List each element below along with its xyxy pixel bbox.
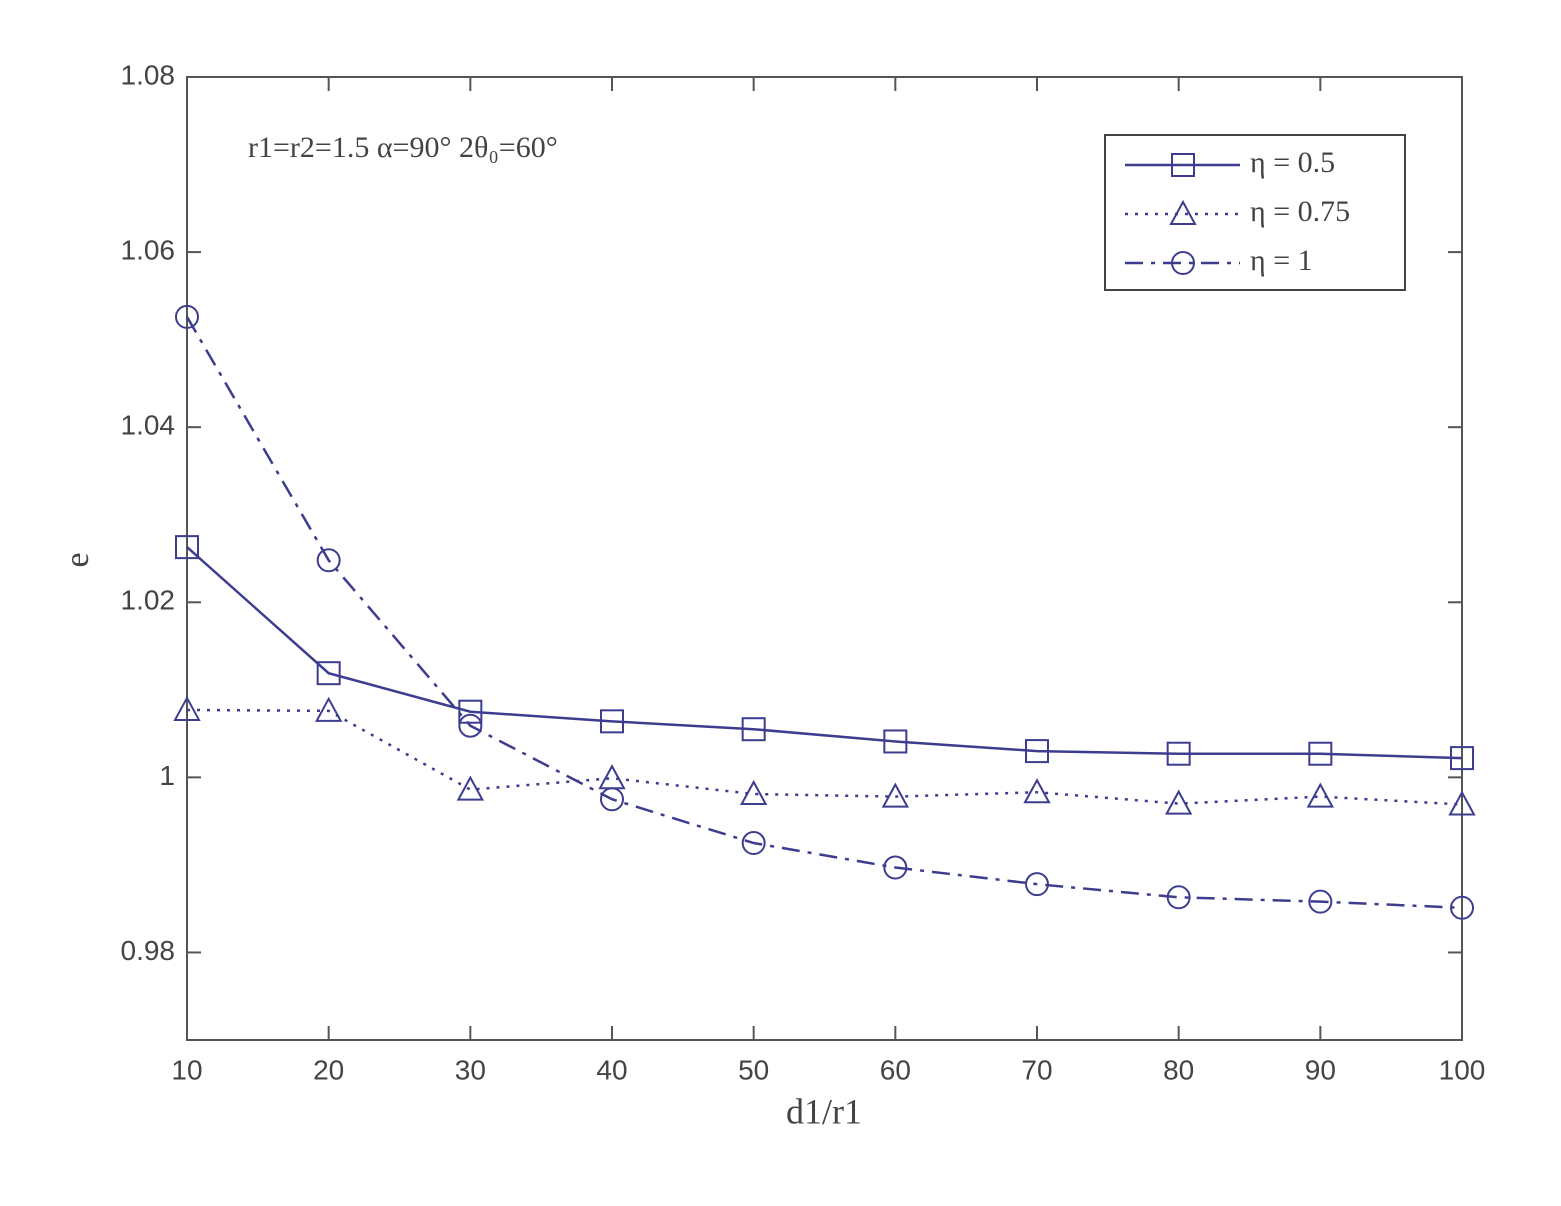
marker (1164, 789, 1193, 815)
marker (175, 304, 199, 329)
marker (741, 717, 766, 742)
marker (600, 787, 624, 812)
y-tick-label: 1.02 (121, 585, 176, 616)
series-line (185, 316, 1463, 910)
legend-marker (1169, 199, 1197, 225)
x-tick-label: 40 (596, 1054, 627, 1085)
marker (1308, 889, 1333, 914)
marker (1306, 782, 1335, 808)
x-tick-label: 60 (880, 1054, 911, 1085)
x-axis-label: d1/r1 (786, 1091, 862, 1131)
marker (1025, 739, 1049, 764)
marker (1023, 778, 1051, 804)
marker (598, 764, 626, 790)
marker (883, 855, 908, 880)
x-tick-label: 20 (313, 1054, 344, 1085)
legend-marker (1171, 251, 1195, 275)
y-axis-label: e (59, 552, 96, 567)
marker (883, 729, 908, 754)
x-tick-label: 30 (455, 1054, 486, 1085)
legend-marker (1171, 153, 1195, 177)
y-tick-label: 1.04 (121, 410, 176, 441)
marker (458, 713, 483, 738)
series-line (186, 546, 1463, 760)
marker (456, 775, 485, 801)
marker (739, 779, 768, 805)
legend-label: η = 0.75 (1250, 195, 1350, 228)
x-tick-label: 10 (171, 1054, 202, 1085)
legend-label: η = 0.5 (1250, 146, 1335, 179)
marker (316, 548, 341, 573)
marker (458, 699, 483, 724)
marker (1450, 895, 1474, 920)
marker (1308, 741, 1333, 766)
marker (175, 535, 199, 560)
y-tick-label: 1 (159, 760, 175, 791)
marker (881, 782, 910, 808)
marker (316, 661, 341, 686)
x-tick-label: 100 (1439, 1054, 1486, 1085)
marker (314, 696, 343, 722)
marker (1025, 872, 1049, 897)
marker (1450, 746, 1474, 771)
x-tick-label: 80 (1163, 1054, 1194, 1085)
x-tick-label: 90 (1305, 1054, 1336, 1085)
y-tick-label: 1.06 (121, 234, 176, 265)
marker (1448, 790, 1476, 816)
y-tick-label: 0.98 (121, 935, 176, 966)
x-tick-label: 70 (1021, 1054, 1052, 1085)
x-tick-label: 50 (738, 1054, 769, 1085)
marker (1166, 885, 1191, 910)
marker (173, 695, 201, 721)
marker (600, 709, 624, 734)
marker (1166, 741, 1191, 766)
series-line (186, 708, 1463, 806)
y-tick-label: 1.08 (121, 59, 176, 90)
annotation: r1=r2=1.5 α=90° 2θ₀=60° (248, 131, 558, 164)
marker (741, 831, 766, 856)
legend-label: η = 1 (1250, 244, 1313, 277)
